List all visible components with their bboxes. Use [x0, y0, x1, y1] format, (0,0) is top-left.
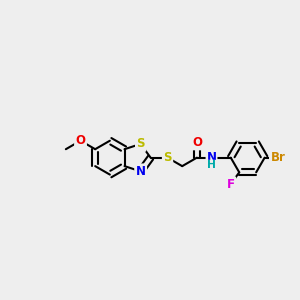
- Text: Br: Br: [271, 151, 286, 164]
- Text: H: H: [207, 160, 216, 170]
- Text: N: N: [136, 165, 146, 178]
- Text: S: S: [163, 151, 172, 164]
- Text: O: O: [76, 134, 85, 147]
- Text: S: S: [136, 137, 145, 151]
- Text: O: O: [192, 136, 202, 149]
- Text: F: F: [227, 178, 235, 191]
- Text: N: N: [206, 151, 217, 164]
